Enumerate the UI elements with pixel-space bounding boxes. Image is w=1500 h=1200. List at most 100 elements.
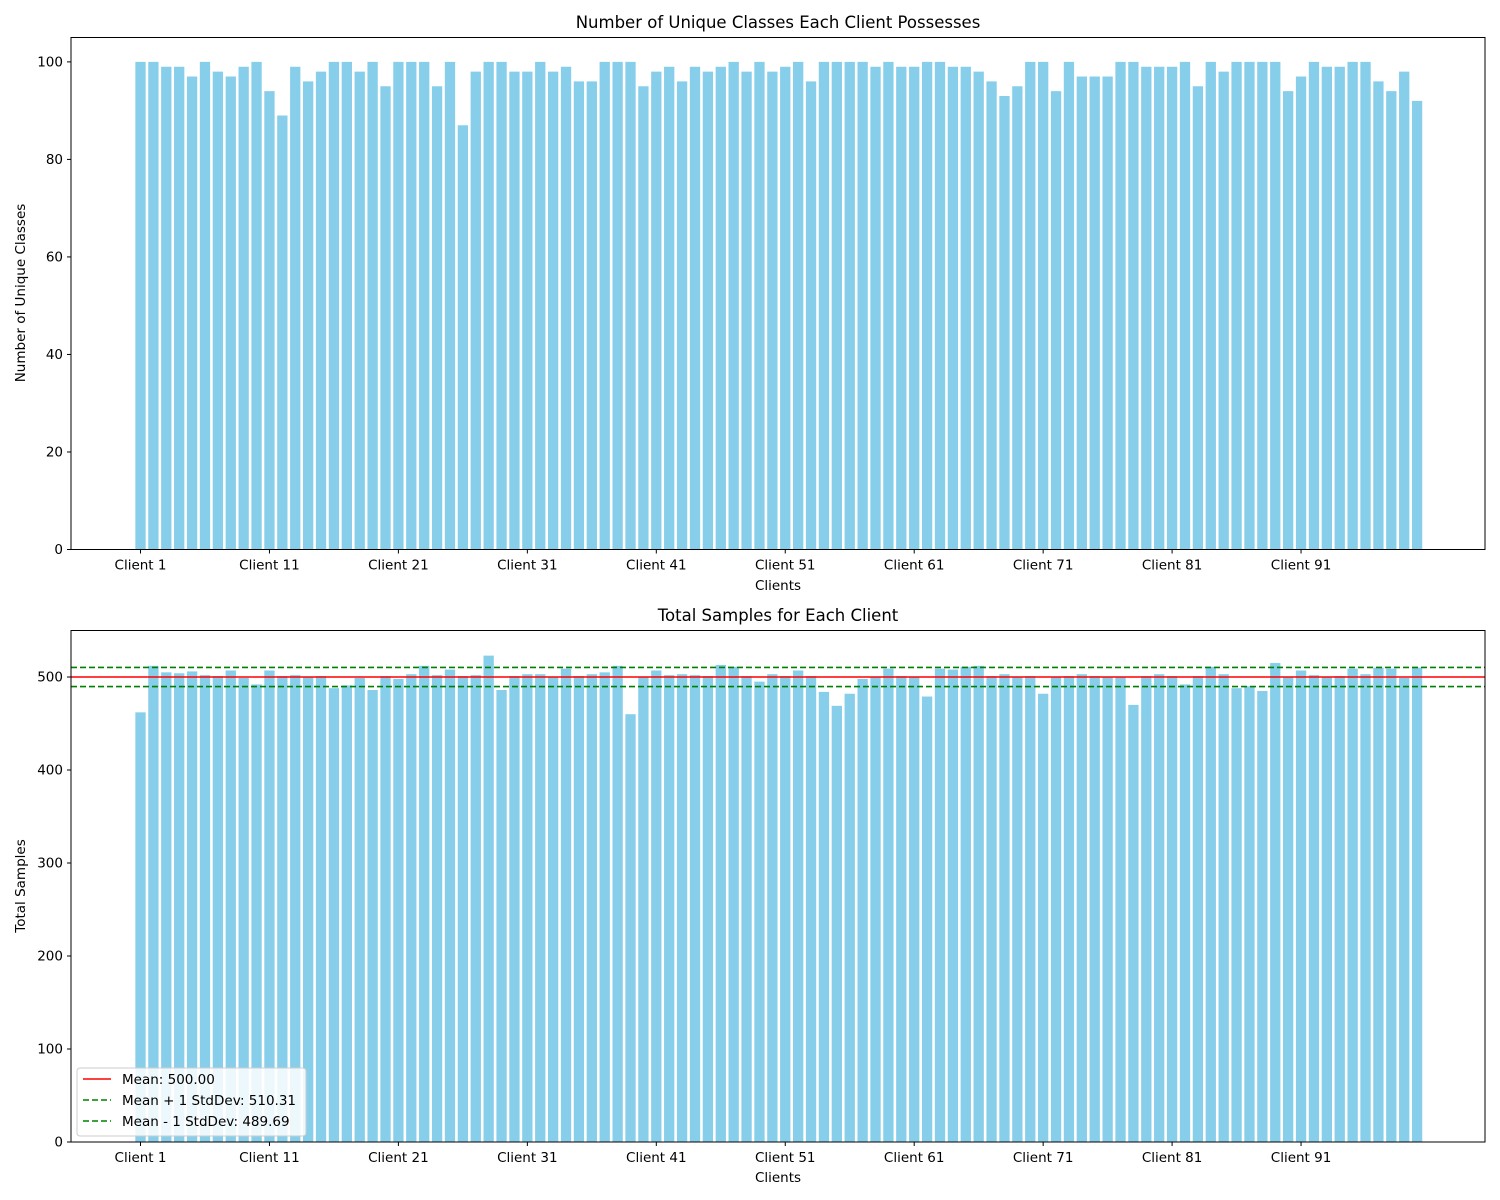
bar-client-22 <box>406 674 417 1142</box>
x-tick-label: Client 11 <box>239 1150 300 1166</box>
bar-client-38 <box>612 61 623 550</box>
bar-client-38 <box>612 665 623 1142</box>
bar-client-82 <box>1179 61 1191 550</box>
bar-client-87 <box>1244 686 1255 1142</box>
bar-client-12 <box>277 115 288 550</box>
bar-client-36 <box>586 674 597 1142</box>
x-axis-label: Clients <box>755 1170 801 1186</box>
bar-client-41 <box>651 670 662 1142</box>
bar-client-54 <box>818 61 830 550</box>
bar-client-24 <box>431 675 443 1142</box>
bar-client-4 <box>174 66 185 550</box>
bar-client-2 <box>148 61 159 550</box>
bar-client-63 <box>934 61 946 550</box>
legend-label-mean-plus-std: Mean + 1 StdDev: 510.31 <box>122 1093 296 1109</box>
total-samples-chart: Total Samples for Each Client 0 100 200 300… <box>13 606 1486 1186</box>
bar-client-25 <box>444 669 456 1142</box>
bar-client-57 <box>857 61 868 550</box>
bar-client-76 <box>1102 76 1113 550</box>
bar-client-46 <box>715 66 726 550</box>
bar-client-74 <box>1076 674 1087 1142</box>
bar-client-32 <box>535 674 546 1142</box>
bar-client-90 <box>1283 91 1294 550</box>
legend-label-mean: Mean: 500.00 <box>122 1072 215 1088</box>
bar-client-23 <box>419 665 430 1142</box>
bar-client-92 <box>1308 675 1320 1142</box>
bar-client-68 <box>999 674 1010 1142</box>
bar-client-14 <box>302 81 314 550</box>
bar-client-71 <box>1038 693 1049 1142</box>
bar-client-56 <box>844 61 855 550</box>
bar-client-78 <box>1128 704 1139 1142</box>
x-tick-label: Client 41 <box>626 1150 687 1166</box>
bar-client-83 <box>1192 676 1204 1142</box>
bar-client-46 <box>715 664 726 1142</box>
bar-client-51 <box>780 676 791 1142</box>
bar-client-10 <box>251 61 262 550</box>
bar-client-98 <box>1386 91 1397 550</box>
bar-client-8 <box>225 76 236 550</box>
bar-client-58 <box>870 66 881 550</box>
legend-item-mean-minus-std: Mean - 1 StdDev: 489.69 <box>83 1114 290 1130</box>
bar-client-64 <box>947 66 959 550</box>
bar-client-55 <box>831 705 842 1142</box>
bar-client-69 <box>1012 677 1023 1142</box>
bar-client-57 <box>857 678 868 1142</box>
bar-client-35 <box>573 81 585 550</box>
bar-client-76 <box>1102 677 1113 1142</box>
bar-client-94 <box>1334 66 1345 550</box>
bar-client-53 <box>805 676 817 1142</box>
bar-client-25 <box>444 61 456 550</box>
bar-client-24 <box>431 86 443 550</box>
bar-client-95 <box>1347 668 1358 1142</box>
bar-client-7 <box>212 676 224 1142</box>
bar-client-20 <box>380 86 391 550</box>
bar-client-18 <box>354 677 365 1142</box>
bar-client-99 <box>1399 71 1410 550</box>
bar-client-84 <box>1205 61 1216 550</box>
y-axis-label: Number of Unique Classes <box>13 204 29 383</box>
bar-group <box>135 61 1423 550</box>
bar-client-31 <box>522 674 533 1142</box>
bar-client-91 <box>1295 76 1307 550</box>
bar-client-4 <box>174 673 185 1142</box>
chart-title: Total Samples for Each Client <box>657 606 899 625</box>
x-tick-label: Client 1 <box>115 558 167 574</box>
bar-client-60 <box>896 66 907 550</box>
y-tick-label: 0 <box>54 542 63 558</box>
bar-client-86 <box>1231 61 1242 550</box>
y-axis-ticks: 0 100 200 300 400 500 <box>37 670 71 1151</box>
bar-client-71 <box>1038 61 1049 550</box>
bar-client-28 <box>483 61 494 550</box>
bar-client-100 <box>1411 100 1423 550</box>
bar-client-89 <box>1270 663 1281 1142</box>
x-tick-label: Client 11 <box>239 558 300 574</box>
x-axis-ticks: Client 1 Client 11 Client 21 Client 31 Clien… <box>115 1142 1331 1166</box>
bar-client-70 <box>1025 676 1036 1142</box>
bar-client-87 <box>1244 61 1255 550</box>
bar-client-43 <box>676 674 688 1142</box>
bar-client-5 <box>186 76 198 550</box>
bar-client-61 <box>909 66 920 550</box>
bar-client-81 <box>1166 66 1178 550</box>
bar-client-42 <box>664 66 675 550</box>
bar-client-84 <box>1205 666 1216 1142</box>
bar-client-97 <box>1373 81 1384 550</box>
bar-client-41 <box>651 71 662 550</box>
bar-client-96 <box>1360 61 1371 550</box>
bar-client-47 <box>728 61 739 550</box>
bar-client-15 <box>315 71 327 550</box>
bar-client-47 <box>728 666 739 1142</box>
y-tick-label: 400 <box>37 763 63 779</box>
x-tick-label: Client 41 <box>626 558 687 574</box>
bar-client-58 <box>870 677 881 1142</box>
bar-client-98 <box>1386 668 1397 1142</box>
bar-client-15 <box>315 676 327 1142</box>
x-tick-label: Client 21 <box>368 558 429 574</box>
bar-client-40 <box>638 86 649 550</box>
bar-client-35 <box>573 676 585 1142</box>
x-tick-label: Client 61 <box>884 1150 945 1166</box>
y-tick-label: 80 <box>46 152 63 168</box>
bar-client-93 <box>1321 66 1332 550</box>
bar-client-66 <box>973 665 984 1142</box>
